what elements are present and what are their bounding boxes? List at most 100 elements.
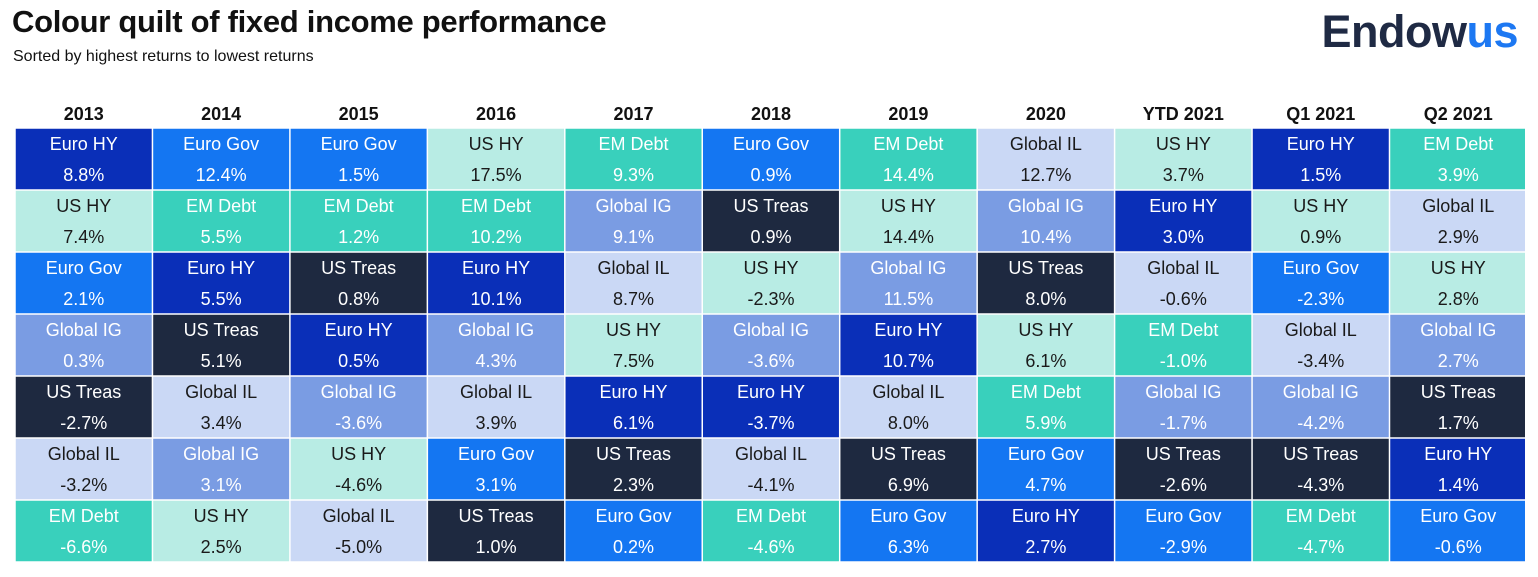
cell-return-value: -1.0% (1160, 351, 1207, 371)
cell-asset-label: EM Debt (1423, 134, 1493, 154)
cell-asset-label: Euro HY (874, 320, 942, 340)
cell-asset-label: Global IG (596, 196, 672, 216)
cell-return-value: 5.1% (201, 351, 242, 371)
quilt-cell (428, 376, 565, 438)
cell-return-value: 0.3% (63, 351, 104, 371)
quilt-cell (1252, 252, 1389, 314)
cell-return-value: 7.4% (63, 227, 104, 247)
cell-asset-label: US Treas (596, 444, 671, 464)
cell-return-value: 4.3% (476, 351, 517, 371)
cell-return-value: 1.7% (1438, 413, 1479, 433)
quilt-cell (977, 128, 1114, 190)
cell-return-value: 2.1% (63, 289, 104, 309)
quilt-cell (703, 314, 839, 376)
cell-return-value: -4.6% (747, 537, 794, 557)
cell-asset-label: Euro Gov (1283, 258, 1359, 278)
cell-asset-label: Global IG (458, 320, 534, 340)
cell-asset-label: US Treas (1146, 444, 1221, 464)
cell-return-value: 6.9% (888, 475, 929, 495)
cell-return-value: 2.7% (1025, 537, 1066, 557)
cell-return-value: 0.2% (613, 537, 654, 557)
cell-return-value: -2.3% (1297, 289, 1344, 309)
cell-return-value: -3.7% (747, 413, 794, 433)
cell-return-value: 5.9% (1025, 413, 1066, 433)
quilt-cell (565, 438, 702, 500)
cell-asset-label: EM Debt (186, 196, 256, 216)
cell-asset-label: Euro HY (737, 382, 805, 402)
cell-asset-label: Global IG (1008, 196, 1084, 216)
cell-return-value: 2.9% (1438, 227, 1479, 247)
quilt-cell (977, 190, 1114, 252)
quilt-cell (1115, 252, 1252, 314)
cell-asset-label: US Treas (1421, 382, 1496, 402)
cell-asset-label: US Treas (321, 258, 396, 278)
quilt-cell (1115, 190, 1252, 252)
quilt-cell (1390, 190, 1525, 252)
cell-return-value: -0.6% (1160, 289, 1207, 309)
cell-return-value: -6.6% (60, 537, 107, 557)
cell-return-value: 6.3% (888, 537, 929, 557)
cell-return-value: 1.2% (338, 227, 379, 247)
cell-asset-label: Euro HY (187, 258, 255, 278)
cell-asset-label: Global IL (185, 382, 257, 402)
quilt-cell (840, 500, 977, 562)
quilt-cell (840, 376, 977, 438)
cell-asset-label: Global IL (323, 506, 395, 526)
quilt-cell (703, 376, 839, 438)
quilt-cell (15, 128, 152, 190)
cell-return-value: -4.7% (1297, 537, 1344, 557)
cell-return-value: -2.3% (747, 289, 794, 309)
quilt-cell (840, 252, 977, 314)
column-header: 2018 (751, 104, 791, 124)
cell-asset-label: US Treas (871, 444, 946, 464)
quilt-cell (1390, 252, 1525, 314)
cell-return-value: 3.1% (476, 475, 517, 495)
cell-return-value: -4.1% (747, 475, 794, 495)
cell-return-value: 0.9% (750, 227, 791, 247)
cell-asset-label: EM Debt (324, 196, 394, 216)
cell-return-value: 9.1% (613, 227, 654, 247)
cell-return-value: 1.4% (1438, 475, 1479, 495)
quilt-cell (565, 376, 702, 438)
cell-return-value: 4.7% (1025, 475, 1066, 495)
cell-asset-label: US Treas (459, 506, 534, 526)
quilt-cell (1252, 438, 1389, 500)
cell-return-value: 0.9% (1300, 227, 1341, 247)
quilt-cell (290, 190, 427, 252)
cell-asset-label: US HY (1156, 134, 1211, 154)
cell-asset-label: Euro Gov (870, 506, 946, 526)
quilt-cell (153, 190, 290, 252)
quilt-cell (15, 438, 152, 500)
quilt-cell (840, 438, 977, 500)
quilt-cell (15, 252, 152, 314)
quilt-cell (153, 252, 290, 314)
cell-return-value: -2.9% (1160, 537, 1207, 557)
cell-asset-label: Euro Gov (1145, 506, 1221, 526)
cell-return-value: 14.4% (883, 165, 934, 185)
cell-return-value: 11.5% (884, 289, 934, 309)
quilt-cell (428, 438, 565, 500)
column-header: 2019 (888, 104, 928, 124)
cell-return-value: 7.5% (613, 351, 654, 371)
column-header: 2014 (201, 104, 241, 124)
cell-asset-label: Euro HY (1012, 506, 1080, 526)
cell-asset-label: Euro HY (1149, 196, 1217, 216)
column-header: 2015 (339, 104, 379, 124)
quilt-cell (703, 438, 839, 500)
cell-asset-label: EM Debt (736, 506, 806, 526)
cell-return-value: 2.3% (613, 475, 654, 495)
cell-return-value: 0.9% (750, 165, 791, 185)
quilt-cell (703, 128, 839, 190)
cell-asset-label: Euro Gov (458, 444, 534, 464)
page-title: Colour quilt of fixed income performance (12, 4, 607, 39)
column-header: YTD 2021 (1143, 104, 1224, 124)
cell-asset-label: US HY (881, 196, 936, 216)
logo-text-primary: Endow (1321, 6, 1467, 57)
column-header: 2016 (476, 104, 516, 124)
cell-asset-label: EM Debt (1148, 320, 1218, 340)
cell-return-value: 14.4% (883, 227, 934, 247)
cell-asset-label: EM Debt (1286, 506, 1356, 526)
quilt-cell (977, 438, 1114, 500)
cell-asset-label: Global IG (321, 382, 397, 402)
cell-return-value: 10.1% (471, 289, 522, 309)
